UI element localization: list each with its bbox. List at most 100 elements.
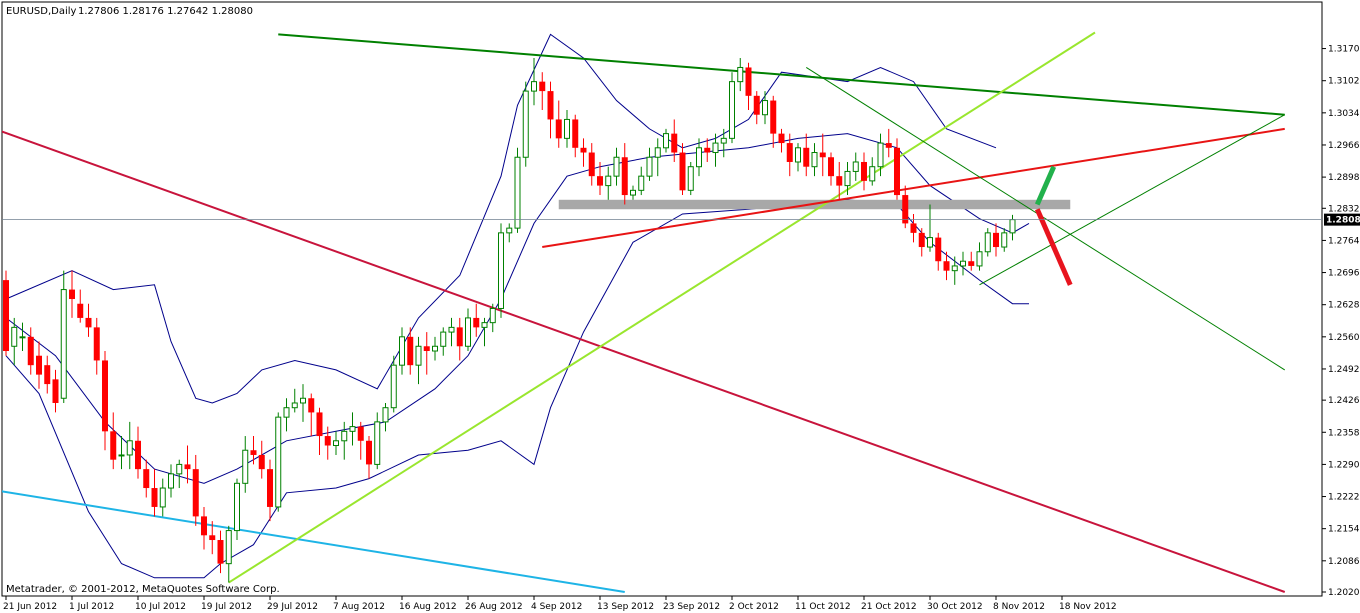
candle-body	[836, 176, 843, 186]
candle	[803, 133, 810, 177]
candle-body	[242, 449, 249, 484]
candle	[110, 412, 117, 470]
candle	[357, 421, 364, 460]
candle-body	[803, 147, 810, 167]
candle	[448, 317, 455, 347]
candle-body	[93, 327, 100, 361]
candle-body	[456, 327, 463, 347]
candle	[993, 223, 999, 257]
plot-frame	[1, 1, 1323, 597]
candle	[308, 393, 315, 437]
candle	[621, 143, 628, 205]
forecast-arrow-0	[1034, 165, 1057, 206]
candle	[143, 459, 150, 498]
candle-body	[613, 156, 620, 177]
candle	[399, 327, 405, 375]
trendline-0	[278, 33, 1285, 116]
candle-body	[382, 407, 389, 423]
candle-body	[902, 195, 909, 224]
trendline-3	[228, 31, 1096, 584]
time-tick-label: 29 Jul 2012	[267, 602, 318, 612]
candle-body	[192, 469, 199, 517]
candle	[333, 431, 339, 455]
candle	[745, 62, 752, 110]
candle	[102, 350, 108, 451]
candle	[580, 138, 587, 167]
candle	[135, 426, 141, 479]
candle-body	[60, 289, 67, 399]
candle	[456, 317, 463, 361]
candle	[951, 256, 958, 285]
candle	[531, 58, 537, 106]
candle	[69, 270, 75, 318]
candle	[19, 322, 26, 351]
candle-body	[489, 307, 496, 324]
candle	[696, 138, 702, 177]
candle-body	[704, 147, 711, 153]
candle	[671, 119, 678, 162]
current-price-layer: 1.28080	[2, 213, 1360, 226]
candle-body	[951, 265, 958, 272]
candle-body	[258, 454, 265, 470]
candle	[786, 133, 793, 177]
candle	[762, 91, 768, 125]
candle-body	[811, 152, 818, 168]
candle	[93, 317, 100, 375]
candle-body	[770, 100, 777, 134]
candle	[663, 128, 669, 153]
candle	[300, 384, 306, 422]
symbol-label: EURUSD,Daily	[6, 6, 77, 17]
candle	[943, 251, 950, 281]
candle	[498, 223, 504, 318]
candle-body	[572, 119, 579, 148]
candle	[770, 95, 777, 148]
price-tick-label: 1.26960	[1328, 269, 1360, 279]
candle	[753, 91, 760, 125]
candle	[275, 412, 282, 512]
candle	[564, 109, 570, 148]
trendline-1	[2, 130, 1286, 593]
candle	[382, 402, 389, 432]
candle	[605, 166, 612, 200]
candle-body	[374, 421, 381, 465]
candle	[679, 143, 686, 196]
candle	[712, 133, 719, 167]
copyright-label: Metatrader, © 2001-2012, MetaQuotes Soft…	[6, 584, 280, 595]
candle	[192, 454, 199, 526]
candle-body	[539, 81, 546, 92]
time-tick-label: 7 Aug 2012	[333, 602, 385, 612]
candle	[184, 445, 191, 484]
candle-body	[44, 365, 51, 385]
candle-body	[217, 540, 224, 564]
candle-body	[514, 156, 521, 229]
time-tick-label: 21 Jun 2012	[3, 602, 57, 612]
candle	[366, 436, 372, 479]
candle	[217, 530, 224, 574]
trendline-5	[805, 67, 1286, 371]
candle-body	[1009, 219, 1016, 234]
candle-body	[201, 516, 207, 536]
candle	[324, 426, 331, 460]
candle	[267, 459, 273, 522]
time-tick-label: 19 Jul 2012	[201, 602, 252, 612]
candle	[283, 398, 290, 432]
candle	[415, 336, 422, 385]
candle-body	[19, 336, 26, 339]
candle-body	[3, 280, 9, 351]
price-tick-label: 1.22220	[1328, 493, 1360, 503]
candle	[390, 355, 397, 413]
candle-body	[69, 289, 75, 300]
candle-body	[36, 355, 42, 375]
candle-body	[927, 237, 933, 248]
candle	[473, 303, 480, 337]
candle-body	[654, 147, 661, 158]
time-tick-label: 30 Oct 2012	[927, 602, 983, 612]
candle-body	[621, 157, 628, 196]
candle-body	[597, 176, 603, 186]
candle-body	[209, 535, 216, 541]
time-tick-label: 11 Oct 2012	[795, 602, 851, 612]
candle	[349, 412, 356, 446]
candle-body	[506, 227, 513, 234]
candle	[465, 308, 471, 351]
